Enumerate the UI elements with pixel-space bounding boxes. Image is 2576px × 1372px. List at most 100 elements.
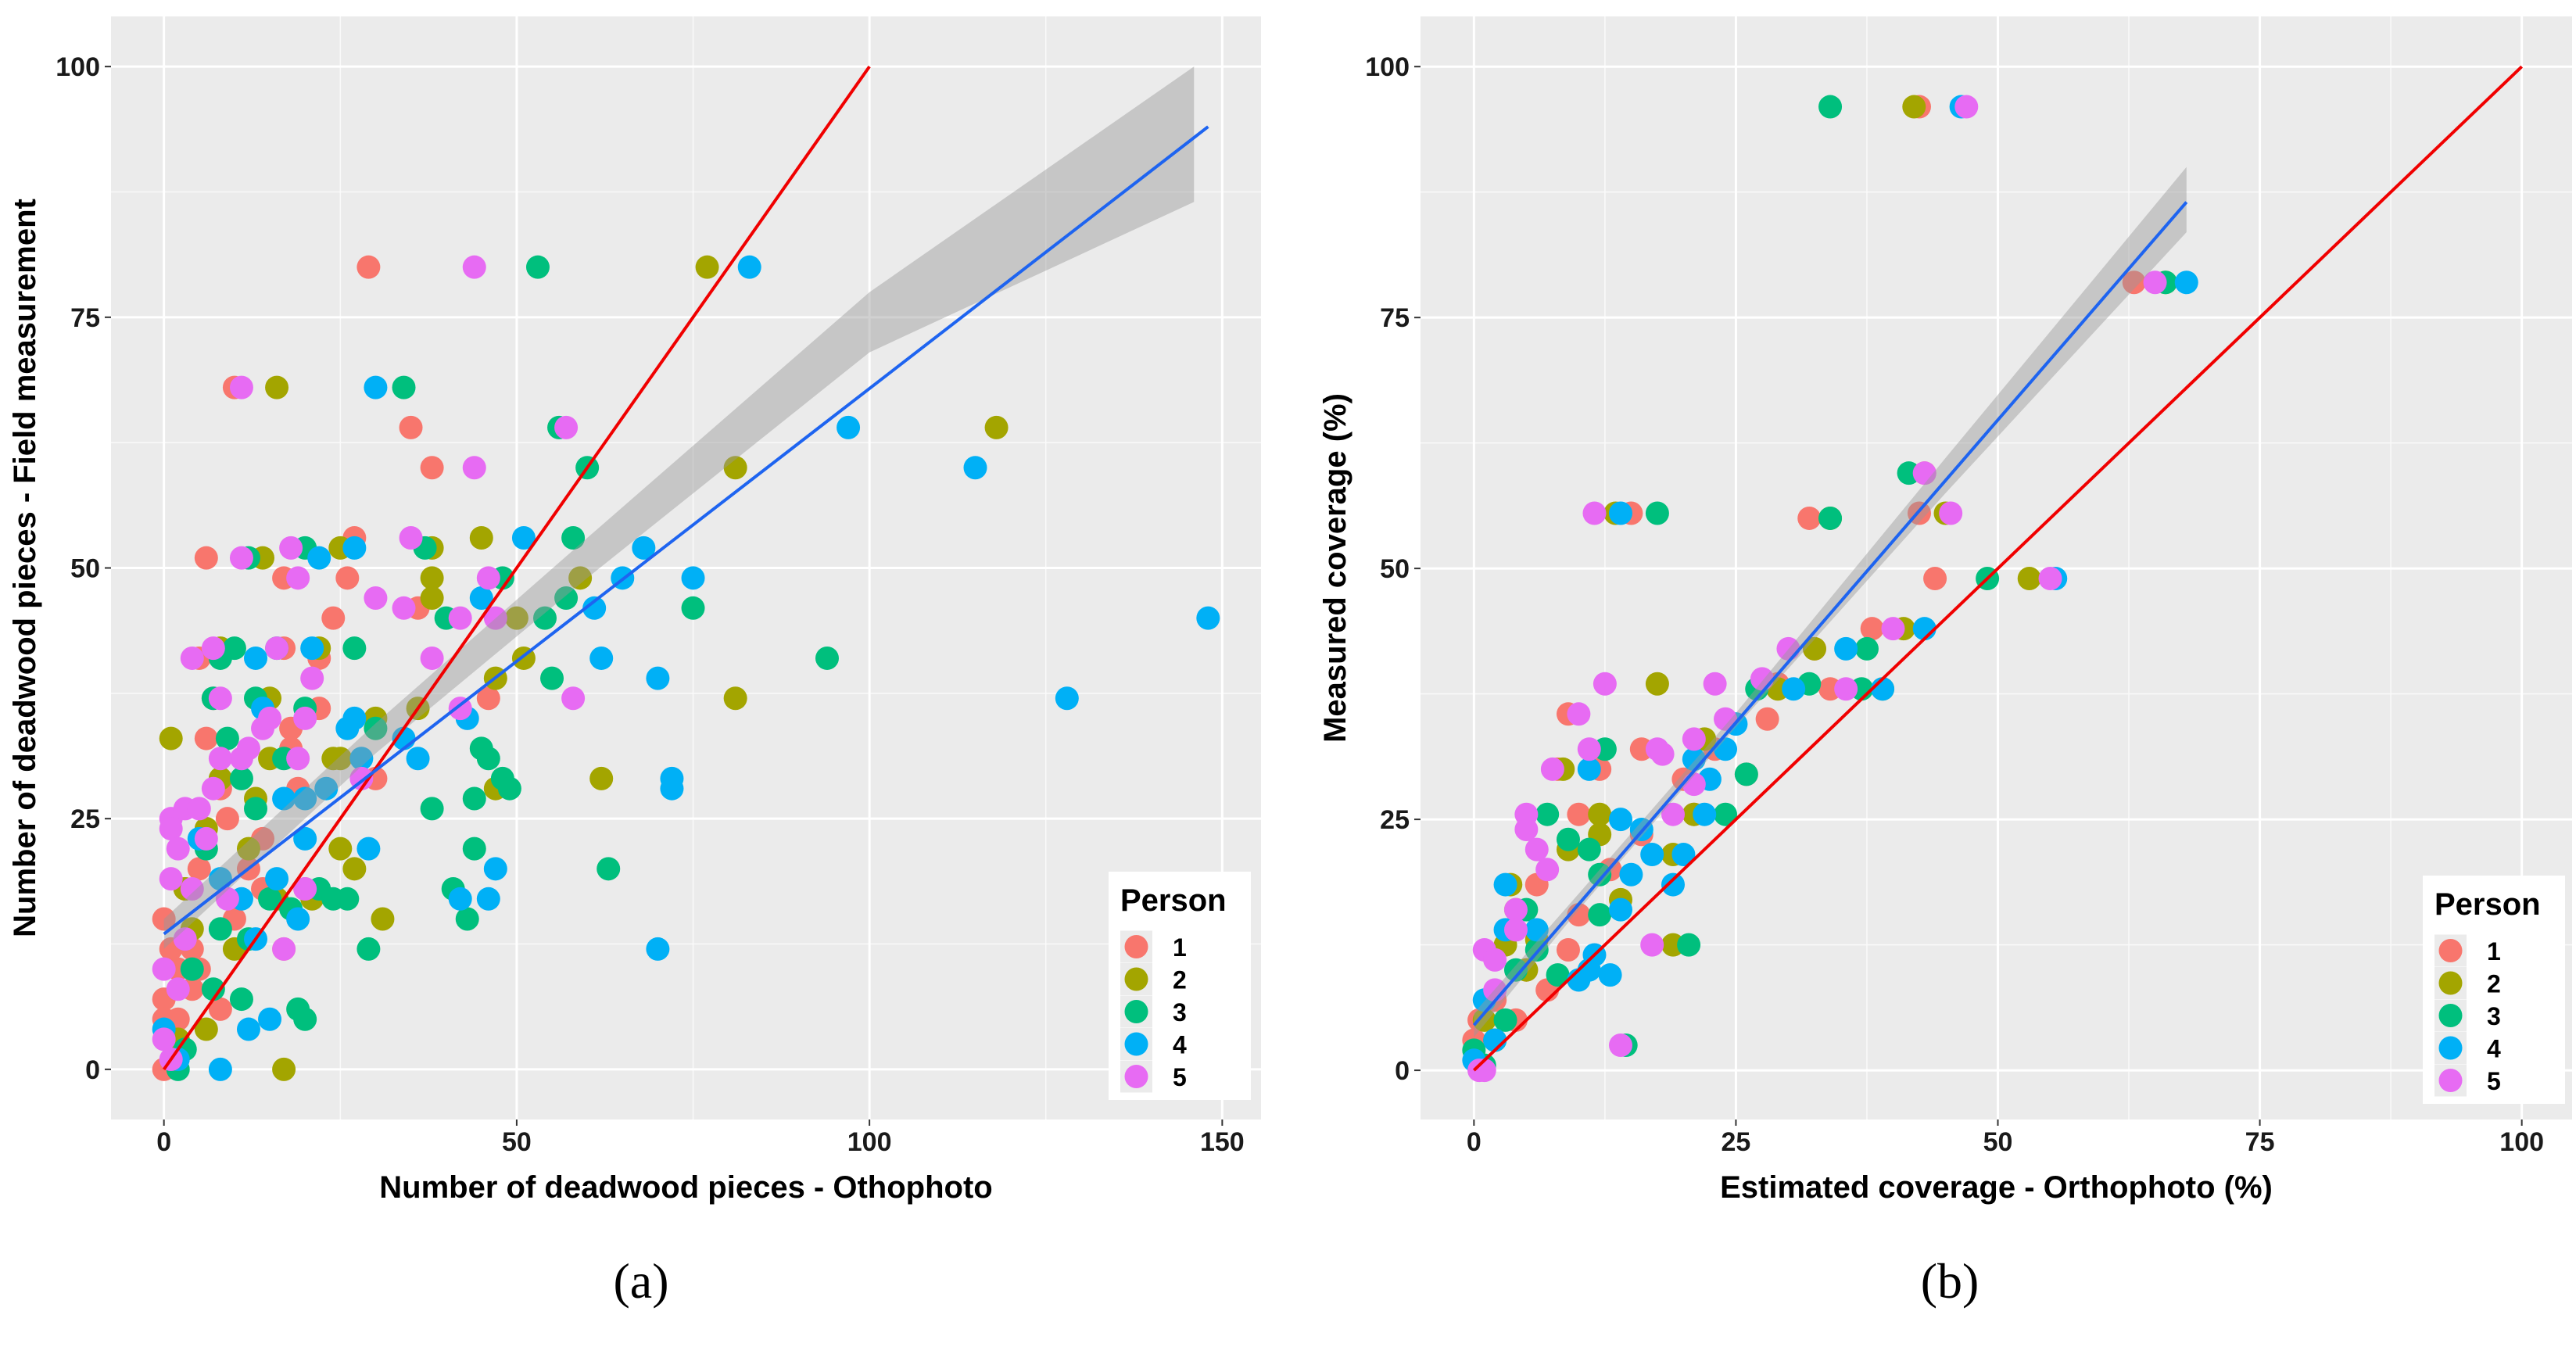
y-tick-label: 75 — [70, 303, 100, 333]
point-person-5 — [286, 747, 310, 771]
point-person-3 — [1535, 802, 1560, 826]
point-person-2 — [568, 566, 593, 590]
point-person-2 — [1588, 802, 1612, 826]
point-person-5 — [1567, 702, 1591, 726]
panel-caption: (b) — [1921, 1253, 1979, 1309]
point-person-5 — [1881, 617, 1905, 641]
point-person-5 — [1912, 461, 1936, 485]
x-tick-label: 25 — [1722, 1127, 1751, 1157]
legend-key-person-5 — [2438, 1069, 2463, 1092]
point-person-4 — [737, 255, 761, 279]
point-person-1 — [1556, 938, 1580, 962]
point-person-5 — [1703, 672, 1727, 696]
point-person-3 — [229, 987, 253, 1012]
point-person-5 — [2143, 270, 2167, 295]
point-person-3 — [356, 937, 381, 961]
point-person-5 — [201, 776, 225, 801]
point-person-3 — [462, 786, 486, 811]
x-tick-label: 100 — [2499, 1127, 2544, 1157]
point-person-3 — [1818, 95, 1843, 119]
point-person-4 — [1693, 802, 1717, 826]
x-tick-label: 50 — [1983, 1127, 2013, 1157]
point-person-5 — [1593, 672, 1617, 696]
point-person-5 — [208, 686, 232, 711]
legend-key-person-3 — [2438, 1004, 2463, 1027]
point-person-2 — [236, 836, 260, 861]
point-person-3 — [342, 636, 367, 661]
point-person-1 — [1860, 617, 1884, 641]
point-person-4 — [1661, 872, 1686, 897]
point-person-5 — [279, 536, 303, 560]
point-person-1 — [399, 415, 423, 439]
point-person-5 — [159, 867, 183, 891]
point-person-3 — [420, 797, 444, 821]
point-person-3 — [1818, 506, 1843, 530]
point-person-5 — [2038, 566, 2062, 590]
point-person-4 — [342, 536, 367, 560]
point-person-5 — [1650, 742, 1675, 766]
point-person-4 — [483, 857, 507, 881]
point-person-5 — [1535, 858, 1560, 882]
legend-key-person-1 — [2438, 939, 2463, 962]
y-tick-label: 25 — [70, 804, 100, 834]
point-person-4 — [1524, 918, 1549, 942]
point-person-3 — [1854, 636, 1879, 661]
point-person-4 — [208, 1057, 232, 1081]
identity-line — [163, 65, 871, 1071]
point-person-5 — [1661, 802, 1686, 826]
point-person-4 — [286, 907, 310, 931]
point-person-2 — [194, 1017, 218, 1041]
point-person-1 — [321, 606, 346, 630]
point-person-4 — [364, 375, 388, 399]
point-person-2 — [371, 907, 395, 931]
point-person-4 — [1493, 872, 1517, 897]
point-person-2 — [420, 566, 444, 590]
point-person-1 — [194, 546, 218, 570]
legend-label: 3 — [1173, 998, 1187, 1026]
point-person-3 — [561, 526, 586, 550]
point-person-4 — [1608, 897, 1632, 922]
point-person-3 — [258, 887, 282, 911]
point-person-3 — [244, 797, 268, 821]
point-person-5 — [166, 836, 190, 861]
point-person-2 — [1802, 636, 1826, 661]
panel-caption: (a) — [613, 1253, 668, 1309]
point-person-4 — [1577, 757, 1601, 781]
point-person-5 — [272, 937, 296, 961]
point-person-2 — [2017, 566, 2041, 590]
point-person-3 — [335, 887, 360, 911]
point-person-2 — [420, 586, 444, 610]
point-person-3 — [1645, 501, 1669, 525]
point-person-5 — [1640, 933, 1664, 957]
point-person-4 — [646, 666, 670, 690]
point-person-4 — [1598, 963, 1622, 987]
point-person-4 — [1608, 501, 1632, 525]
scatter-points — [152, 255, 1220, 1081]
point-person-4 — [1608, 808, 1632, 832]
point-person-5 — [293, 706, 317, 730]
legend-key-person-1 — [1124, 935, 1148, 958]
point-person-3 — [1577, 837, 1601, 862]
point-person-1 — [152, 907, 176, 931]
point-person-5 — [180, 876, 204, 901]
point-person-4 — [1640, 843, 1664, 867]
point-person-1 — [1797, 506, 1822, 530]
point-person-4 — [476, 887, 500, 911]
legend-key-person-3 — [1124, 1000, 1148, 1023]
point-person-2 — [723, 456, 747, 480]
point-person-5 — [286, 566, 310, 590]
point-person-4 — [582, 596, 607, 620]
legend-title: Person — [1120, 883, 1227, 918]
point-person-1 — [194, 726, 218, 750]
point-person-4 — [511, 526, 536, 550]
point-person-5 — [392, 596, 416, 620]
point-person-5 — [1483, 948, 1507, 972]
point-person-5 — [173, 927, 197, 951]
legend-label: 2 — [1173, 966, 1187, 994]
x-tick-label: 100 — [847, 1127, 892, 1157]
point-person-5 — [1577, 737, 1601, 761]
point-person-3 — [1556, 827, 1580, 851]
point-person-2 — [265, 375, 289, 399]
point-person-5 — [1582, 501, 1607, 525]
